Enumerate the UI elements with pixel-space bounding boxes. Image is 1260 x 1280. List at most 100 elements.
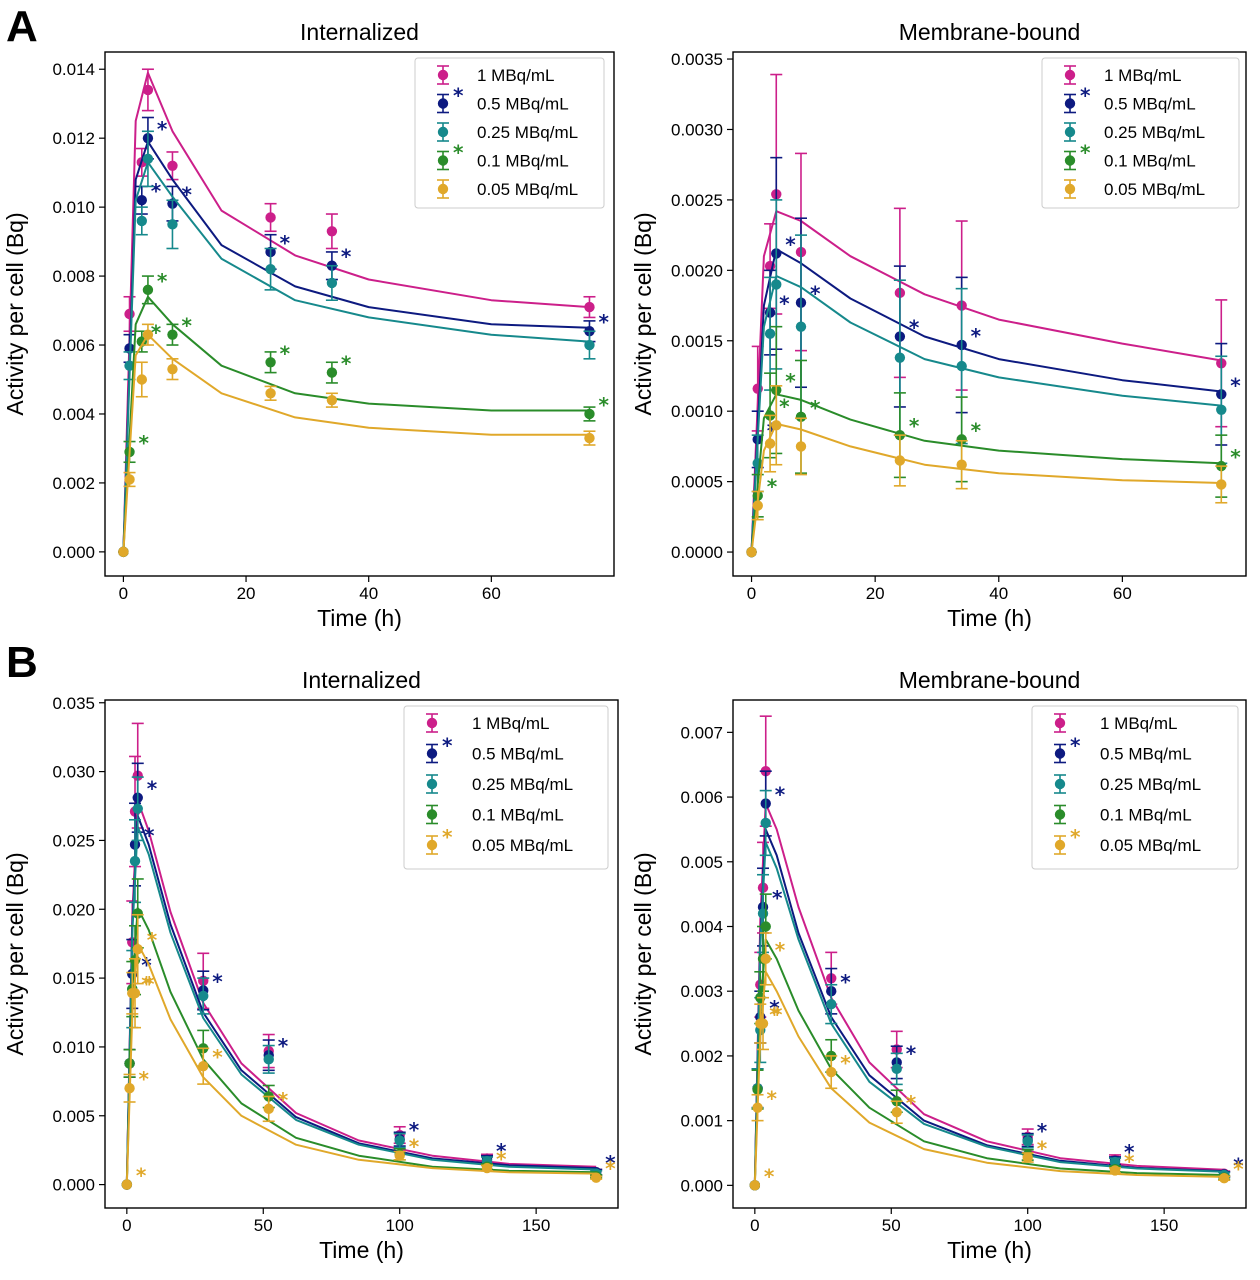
- y-tick-label: 0.000: [52, 1176, 95, 1195]
- legend-label: 0.25 MBq/mL: [1104, 123, 1205, 142]
- y-axis-label: Activity per cell (Bq): [2, 852, 28, 1055]
- x-tick-label: 0: [750, 1216, 759, 1235]
- data-point: [129, 855, 141, 867]
- data-point: [121, 1179, 133, 1190]
- chart-title: Membrane-bound: [899, 667, 1081, 693]
- significance-asterisk: *: [906, 1041, 917, 1065]
- y-tick-label: 0.0025: [671, 191, 723, 210]
- significance-asterisk: *: [1233, 1157, 1244, 1181]
- chart-4-membrane-bound: Membrane-bound Time (h) Activity per cell …: [630, 667, 1247, 1263]
- data-point: [752, 1102, 763, 1113]
- legend-label: 0.5 MBq/mL: [472, 745, 564, 764]
- y-tick-label: 0.004: [52, 405, 95, 424]
- significance-asterisk: *: [157, 117, 168, 141]
- x-tick-label: 150: [1150, 1216, 1178, 1235]
- data-point: [891, 1107, 902, 1118]
- data-point: [167, 160, 178, 171]
- series-0.05-mbq-ml: [118, 323, 596, 558]
- fit-curve: [125, 825, 597, 1185]
- data-point: [142, 84, 154, 96]
- legend-label: 0.25 MBq/mL: [1100, 775, 1201, 794]
- y-tick-label: 0.0020: [671, 261, 723, 280]
- significance-asterisk: *: [409, 1135, 420, 1159]
- significance-asterisk: *: [772, 1003, 783, 1027]
- fit-curve: [122, 140, 590, 552]
- significance-asterisk: *: [1230, 373, 1241, 397]
- legend-marker: [1054, 717, 1066, 729]
- y-tick-label: 0.002: [680, 1047, 723, 1066]
- data-point: [826, 1066, 837, 1078]
- significance-asterisk: *: [1037, 1137, 1048, 1161]
- y-tick-label: 0.006: [52, 336, 95, 355]
- legend-asterisk: *: [1080, 84, 1091, 108]
- data-point: [752, 500, 763, 511]
- x-axis-label: Time (h): [947, 1237, 1032, 1263]
- significance-asterisk: *: [775, 938, 786, 962]
- significance-asterisk: *: [341, 352, 352, 376]
- significance-asterisk: *: [775, 783, 786, 807]
- significance-asterisk: *: [779, 292, 790, 316]
- data-point: [956, 360, 967, 372]
- data-point: [584, 339, 595, 351]
- significance-asterisk: *: [278, 1088, 289, 1112]
- y-tick-label: 0.006: [680, 788, 723, 807]
- fit-curve: [125, 906, 597, 1185]
- legend-box: [414, 57, 605, 209]
- legend-marker: [1054, 748, 1066, 759]
- data-point: [826, 998, 837, 1010]
- legend-marker: [426, 717, 438, 729]
- significance-asterisk: *: [1233, 1153, 1244, 1177]
- legend-marker: [437, 69, 449, 81]
- y-tick-label: 0.000: [680, 1176, 723, 1195]
- data-point: [481, 1162, 493, 1174]
- legend-asterisk: *: [453, 141, 464, 165]
- data-point: [326, 367, 338, 378]
- y-tick-label: 0.015: [52, 969, 95, 988]
- data-point: [167, 363, 178, 375]
- data-point: [394, 1135, 405, 1146]
- significance-asterisk: *: [767, 475, 778, 499]
- fit-curve: [122, 333, 590, 552]
- data-point: [265, 357, 276, 368]
- fit-curve: [122, 161, 590, 552]
- series-0.05-mbq-ml: ********* *: [121, 913, 616, 1190]
- legend-label: 0.5 MBq/mL: [1104, 95, 1196, 114]
- legend-asterisk: *: [1070, 734, 1081, 758]
- data-point: [124, 360, 135, 371]
- data-point: [757, 908, 769, 919]
- y-tick-label: 0.005: [680, 853, 723, 872]
- data-point: [198, 990, 209, 1002]
- significance-asterisk: *: [144, 972, 155, 996]
- y-tick-label: 0.0010: [671, 402, 723, 421]
- series-0.25-mbq-ml: [746, 199, 1228, 558]
- significance-asterisk: *: [157, 269, 168, 293]
- significance-asterisk: *: [212, 969, 223, 993]
- data-point: [771, 420, 782, 431]
- data-point: [956, 459, 967, 470]
- y-tick-label: 0.0015: [671, 332, 723, 351]
- legend-label: 0.1 MBq/mL: [477, 152, 569, 171]
- significance-asterisk: *: [909, 316, 920, 340]
- data-point: [198, 1061, 209, 1072]
- panel-label-b: B: [6, 638, 38, 687]
- significance-asterisk: *: [147, 777, 158, 801]
- legend-marker: [437, 126, 449, 138]
- legend-label: 1 MBq/mL: [1100, 714, 1177, 733]
- significance-asterisk: *: [147, 928, 158, 952]
- data-point: [118, 546, 129, 558]
- data-point: [142, 284, 154, 296]
- data-point: [771, 279, 782, 290]
- significance-asterisk: *: [906, 1091, 917, 1115]
- fit-curve: [750, 248, 1222, 553]
- significance-asterisk: *: [496, 1139, 507, 1163]
- significance-asterisk: *: [840, 970, 851, 994]
- data-point: [1109, 1156, 1121, 1168]
- fit-curve: [122, 295, 590, 552]
- series-0.05-mbq-ml: ********* *: [749, 932, 1244, 1191]
- data-point: [124, 1058, 135, 1069]
- x-axis-label: Time (h): [947, 605, 1032, 631]
- legend-asterisk: *: [442, 734, 453, 758]
- x-tick-label: 0: [747, 584, 756, 603]
- significance-asterisk: *: [496, 1147, 507, 1171]
